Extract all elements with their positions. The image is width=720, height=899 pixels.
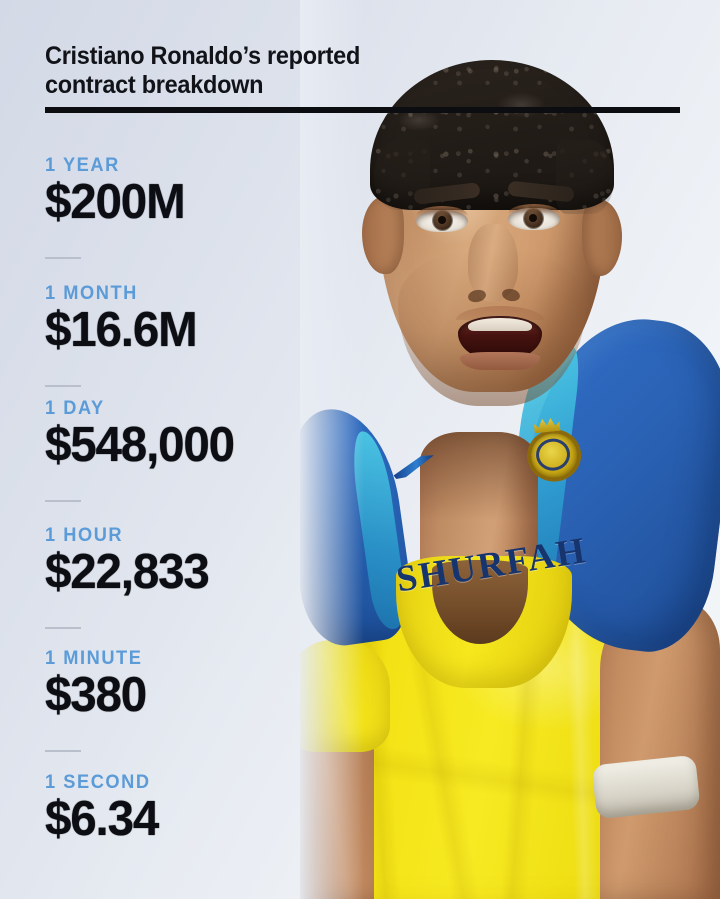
list-item: 1 SECOND $6.34 bbox=[45, 772, 375, 845]
row-value: $380 bbox=[45, 668, 147, 722]
row-label: 1 MONTH bbox=[45, 283, 138, 304]
list-item: 1 HOUR $22,833 bbox=[45, 525, 375, 598]
left-pupil bbox=[438, 216, 446, 224]
list-item: 1 YEAR $200M bbox=[45, 155, 375, 228]
list-item: 1 MONTH $16.6M bbox=[45, 283, 375, 356]
row-value: $6.34 bbox=[45, 792, 159, 846]
lower-lip bbox=[460, 352, 540, 370]
row-label: 1 HOUR bbox=[45, 525, 124, 546]
al-nassr-crest-icon bbox=[519, 413, 584, 485]
row-label: 1 DAY bbox=[45, 398, 105, 419]
teeth bbox=[468, 318, 532, 331]
row-divider bbox=[45, 500, 81, 502]
row-label: 1 SECOND bbox=[45, 772, 151, 793]
ronaldo-photo: SHURFAH bbox=[300, 0, 720, 899]
left-eyelid bbox=[416, 206, 468, 216]
row-value: $16.6M bbox=[45, 303, 198, 357]
row-label: 1 YEAR bbox=[45, 155, 120, 176]
row-divider bbox=[45, 627, 81, 629]
row-label: 1 MINUTE bbox=[45, 648, 143, 669]
row-value: $22,833 bbox=[45, 545, 210, 599]
right-sideburn bbox=[556, 140, 614, 214]
list-item: 1 MINUTE $380 bbox=[45, 648, 375, 721]
row-divider bbox=[45, 257, 81, 259]
title-underline-rule bbox=[45, 107, 680, 113]
breakdown-list: 1 YEAR $200M 1 MONTH $16.6M 1 DAY $548,0… bbox=[0, 0, 340, 899]
neck-shadow bbox=[420, 432, 538, 520]
row-value: $548,000 bbox=[45, 418, 235, 472]
row-value: $200M bbox=[45, 175, 186, 229]
right-eyelid bbox=[508, 204, 560, 214]
wristband bbox=[591, 754, 701, 820]
list-item: 1 DAY $548,000 bbox=[45, 398, 375, 471]
row-divider bbox=[45, 385, 81, 387]
upper-lip bbox=[456, 306, 544, 320]
right-pupil bbox=[529, 214, 537, 222]
photo-left-fade bbox=[300, 0, 364, 899]
page-title: Cristiano Ronaldo’s reported contract br… bbox=[45, 42, 361, 99]
row-divider bbox=[45, 750, 81, 752]
